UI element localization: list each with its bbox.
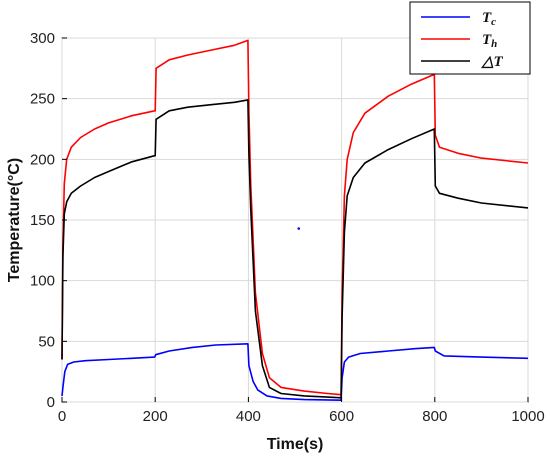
legend-label: Th (482, 32, 497, 50)
axis-ticks: 0 200 400 600 800 1000 0 50 100 150 200 250 300 (30, 30, 545, 425)
y-tick-label: 200 (30, 151, 55, 168)
x-tick-label: 0 (58, 408, 66, 425)
x-tick-label: 200 (143, 408, 168, 425)
y-tick-label: 150 (30, 212, 55, 229)
legend-subscript: h (491, 38, 497, 50)
y-axis-label: Temperature(°C) (6, 158, 23, 282)
legend-symbol: △T (480, 54, 504, 70)
legend-symbol: T (482, 32, 492, 48)
x-axis-label: Time(s) (267, 436, 324, 453)
series-line-dT (61, 99, 529, 399)
x-tick-label: 600 (329, 408, 354, 425)
series-line-Tc (61, 342, 529, 402)
legend-box (409, 1, 531, 75)
x-tick-label: 1000 (511, 408, 544, 425)
legend-label: △T (480, 54, 504, 70)
y-tick-label: 50 (38, 333, 55, 350)
y-tick-label: 0 (47, 394, 55, 411)
stray-data-dot (297, 227, 301, 230)
y-tick-label: 300 (30, 30, 55, 47)
series-lines (61, 39, 529, 402)
y-tick-label: 250 (30, 91, 55, 108)
series-line-Th (61, 39, 529, 396)
legend-subscript: c (491, 16, 496, 28)
annotations (297, 227, 301, 230)
legend-label: Tc (482, 10, 496, 28)
y-tick-label: 100 (30, 273, 55, 290)
x-tick-label: 800 (422, 408, 447, 425)
x-tick-label: 400 (236, 408, 261, 425)
legend-symbol: T (482, 10, 492, 26)
